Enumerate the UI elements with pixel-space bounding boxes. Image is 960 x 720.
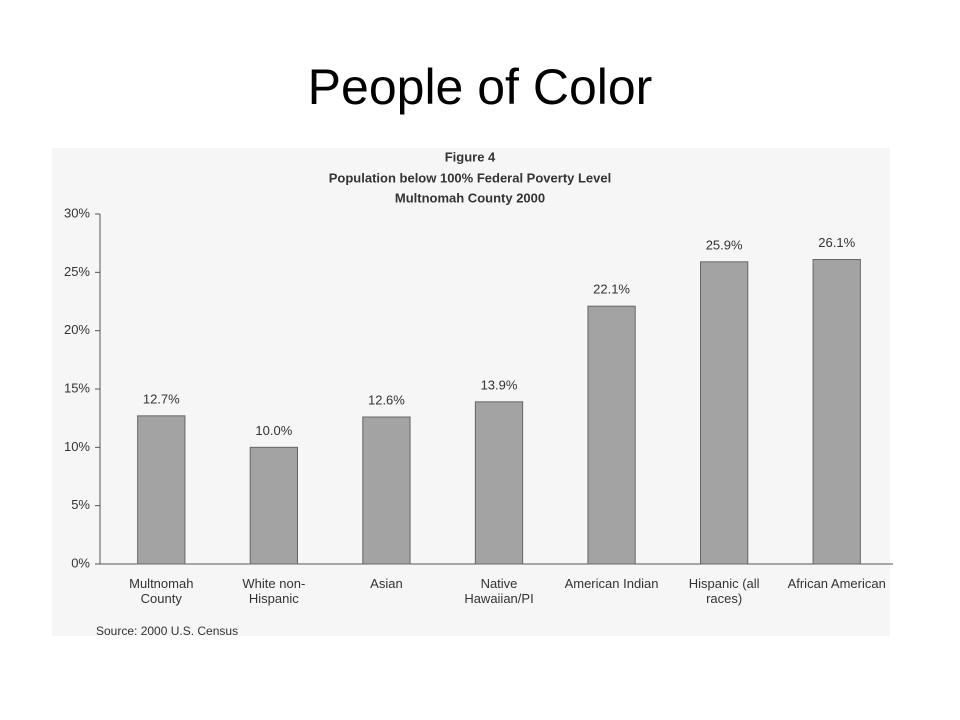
y-tick-label: 25% xyxy=(64,264,90,279)
bar xyxy=(137,415,186,565)
x-tick-label: Asian xyxy=(370,576,403,591)
y-tick-label: 30% xyxy=(64,205,90,220)
chart-title: Figure 4 xyxy=(445,149,496,164)
bar xyxy=(362,416,411,565)
chart-subtitle: Population below 100% Federal Poverty Le… xyxy=(329,170,611,185)
data-label: 10.0% xyxy=(255,423,292,438)
y-tick-label: 20% xyxy=(64,322,90,337)
bar xyxy=(700,261,749,565)
bar xyxy=(249,446,298,565)
x-tick-label: American Indian xyxy=(564,576,659,591)
x-tick-label: White non-Hispanic xyxy=(242,576,306,606)
x-tick-label: Native Hawaiian/PI xyxy=(464,576,534,606)
x-tick-label: Multnomah County xyxy=(129,576,194,606)
data-label: 12.7% xyxy=(143,391,180,406)
y-tick-label: 15% xyxy=(64,380,90,395)
x-tick-label: African American xyxy=(787,576,886,591)
x-tick-label: Hispanic (all races) xyxy=(688,576,760,606)
y-tick-label: 0% xyxy=(71,555,90,570)
y-tick-label: 10% xyxy=(64,439,90,454)
chart-subtitle: Multnomah County 2000 xyxy=(395,190,545,205)
slide-title: People of Color xyxy=(307,59,653,115)
y-tick-label: 5% xyxy=(71,497,90,512)
bar xyxy=(587,305,636,565)
data-label: 12.6% xyxy=(368,392,405,407)
bar xyxy=(812,259,861,565)
data-label: 25.9% xyxy=(706,237,743,252)
data-label: 13.9% xyxy=(481,377,518,392)
bar xyxy=(474,401,524,565)
chart-background xyxy=(52,148,890,636)
source-note: Source: 2000 U.S. Census xyxy=(96,624,238,638)
data-label: 26.1% xyxy=(818,235,855,250)
data-label: 22.1% xyxy=(593,282,630,297)
